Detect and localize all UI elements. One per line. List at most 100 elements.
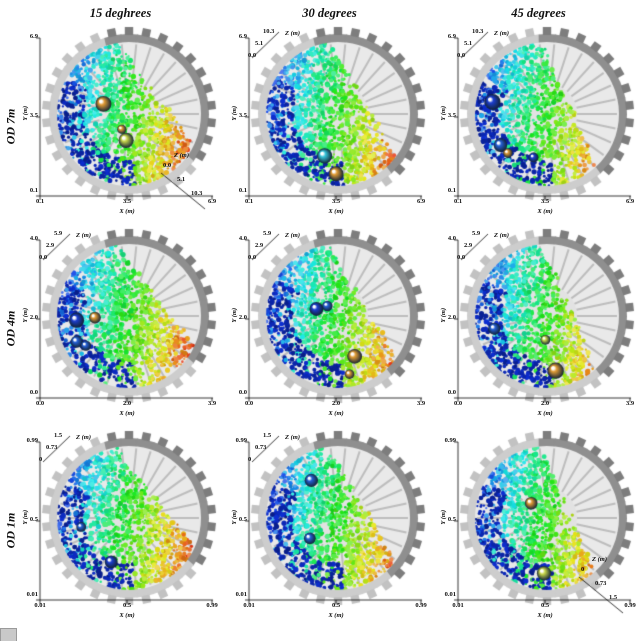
z-tick: 0.73: [46, 444, 58, 451]
x-axis-label: X (m): [537, 410, 553, 417]
z-tick: 5.1: [255, 40, 264, 47]
drum-particle-visualization: [16, 430, 218, 628]
x-tick: 0.1: [244, 198, 254, 205]
x-tick: 0.01: [34, 602, 46, 609]
z-tick: 5.9: [54, 230, 63, 237]
x-tick: 6.9: [416, 198, 426, 205]
x-tick: 3.9: [625, 400, 635, 407]
y-tick: 4.0: [238, 235, 247, 242]
x-axis-label: X (m): [119, 208, 135, 215]
z-axis-label: Z (m): [494, 30, 509, 37]
panel-r1c0: Y (m) X (m) 4.0 0.0 2.0 2.0 0.0 3.9 0.0 2.9 5.9 Z (…: [16, 228, 218, 426]
corner-artifact: [0, 628, 17, 641]
y-tick: 0.0: [238, 389, 247, 396]
x-tick: 6.9: [207, 198, 217, 205]
x-axis-label: X (m): [537, 612, 553, 619]
drum-particle-visualization: [225, 26, 427, 224]
drum-particle-visualization: [225, 228, 427, 426]
z-tick: 5.1: [464, 40, 473, 47]
y-tick: 3.5: [29, 112, 38, 119]
z-axis-label: Z (m): [174, 152, 189, 159]
y-tick: 6.9: [238, 33, 247, 40]
drum-particle-visualization: [16, 26, 218, 224]
z-tick: 0.0: [248, 52, 257, 59]
column-header-45-degrees: 45 degrees: [511, 6, 566, 20]
z-tick: 5.9: [472, 230, 481, 237]
z-axis-label: Z (m): [285, 232, 300, 239]
z-tick: 5.1: [177, 176, 186, 183]
z-tick: 0.73: [255, 444, 267, 451]
drum-particle-visualization: [434, 26, 636, 224]
z-tick: 0: [581, 566, 585, 573]
x-tick: 0.5: [122, 602, 132, 609]
x-axis-label: X (m): [328, 208, 344, 215]
x-tick: 2.0: [122, 400, 132, 407]
panel-r2c0: Y (m) X (m) 0.99 0.01 0.5 0.5 0.01 0.99 0 0.73 1.5…: [16, 430, 218, 628]
y-tick: 0.1: [29, 187, 38, 194]
y-tick: 3.5: [238, 112, 247, 119]
y-tick: 6.9: [29, 33, 38, 40]
y-tick: 2.0: [447, 314, 456, 321]
y-tick: 0.01: [235, 591, 247, 598]
x-tick: 3.5: [122, 198, 132, 205]
x-tick: 0.5: [331, 602, 341, 609]
z-tick: 2.9: [464, 242, 473, 249]
z-axis-label: Z (m): [592, 556, 607, 563]
z-tick: 1.5: [54, 432, 63, 439]
y-tick: 0.5: [29, 516, 38, 523]
z-tick: 10.3: [472, 28, 484, 35]
x-axis-label: X (m): [119, 612, 135, 619]
drum-particle-visualization: [225, 430, 427, 628]
z-axis-label: Z (m): [494, 232, 509, 239]
x-tick: 0.99: [624, 602, 636, 609]
y-tick: 0.0: [29, 389, 38, 396]
row-header-od-4m: OD 4m: [3, 310, 18, 347]
x-tick: 0.1: [453, 198, 463, 205]
y-tick: 4.0: [29, 235, 38, 242]
z-tick: 5.9: [263, 230, 272, 237]
y-tick: 0.5: [447, 516, 456, 523]
z-tick: 0.0: [163, 162, 172, 169]
x-tick: 0.0: [35, 400, 45, 407]
x-tick: 0.01: [243, 602, 255, 609]
x-axis-label: X (m): [537, 208, 553, 215]
x-tick: 0.0: [244, 400, 254, 407]
z-tick: 10.3: [263, 28, 275, 35]
y-tick: 0.0: [447, 389, 456, 396]
z-axis-label: Z (m): [285, 30, 300, 37]
y-tick: 0.1: [447, 187, 456, 194]
y-tick: 0.01: [444, 591, 456, 598]
row-header-od-1m: OD 1m: [3, 512, 18, 549]
x-tick: 0.5: [540, 602, 550, 609]
z-tick: 2.9: [255, 242, 264, 249]
z-tick: 0.73: [595, 580, 607, 587]
x-tick: 3.5: [331, 198, 341, 205]
x-axis-label: X (m): [328, 410, 344, 417]
z-tick: 1.5: [263, 432, 272, 439]
y-tick: 0.1: [238, 187, 247, 194]
y-tick: 6.9: [447, 33, 456, 40]
z-tick: 0: [39, 456, 43, 463]
y-tick: 0.99: [26, 437, 38, 444]
x-tick: 0.99: [206, 602, 218, 609]
column-header-15-degrees: 15 deghrees: [89, 6, 152, 20]
x-tick: 2.0: [540, 400, 550, 407]
panel-r0c1: Y (m) X (m) 6.9 0.1 3.5 3.5 0.1 6.9 0.0 5.1 10.3 Z …: [225, 26, 427, 224]
z-tick: 2.9: [46, 242, 55, 249]
panel-r0c0: Y (m) X (m) 6.9 0.1 3.5 3.5 0.1 6.9 0.0 5.1 10.3 Z …: [16, 26, 218, 224]
panel-r2c2: Y (m) X (m) 0.99 0.01 0.5 0.5 0.01 0.99 0 0.73 1.5…: [434, 430, 636, 628]
x-tick: 0.1: [35, 198, 45, 205]
x-axis-label: X (m): [119, 410, 135, 417]
z-axis-label: Z (m): [285, 434, 300, 441]
drum-particle-visualization: [434, 228, 636, 426]
panel-r1c2: Y (m) X (m) 4.0 0.0 2.0 2.0 0.0 3.9 0.0 2.9 5.9 Z (…: [434, 228, 636, 426]
y-tick: 4.0: [447, 235, 456, 242]
y-tick: 2.0: [29, 314, 38, 321]
x-tick: 0.0: [453, 400, 463, 407]
x-axis-label: X (m): [328, 612, 344, 619]
drum-particle-visualization: [16, 228, 218, 426]
y-tick: 2.0: [238, 314, 247, 321]
row-header-od-7m: OD 7m: [3, 108, 18, 145]
x-tick: 3.9: [416, 400, 426, 407]
x-tick: 0.99: [415, 602, 427, 609]
